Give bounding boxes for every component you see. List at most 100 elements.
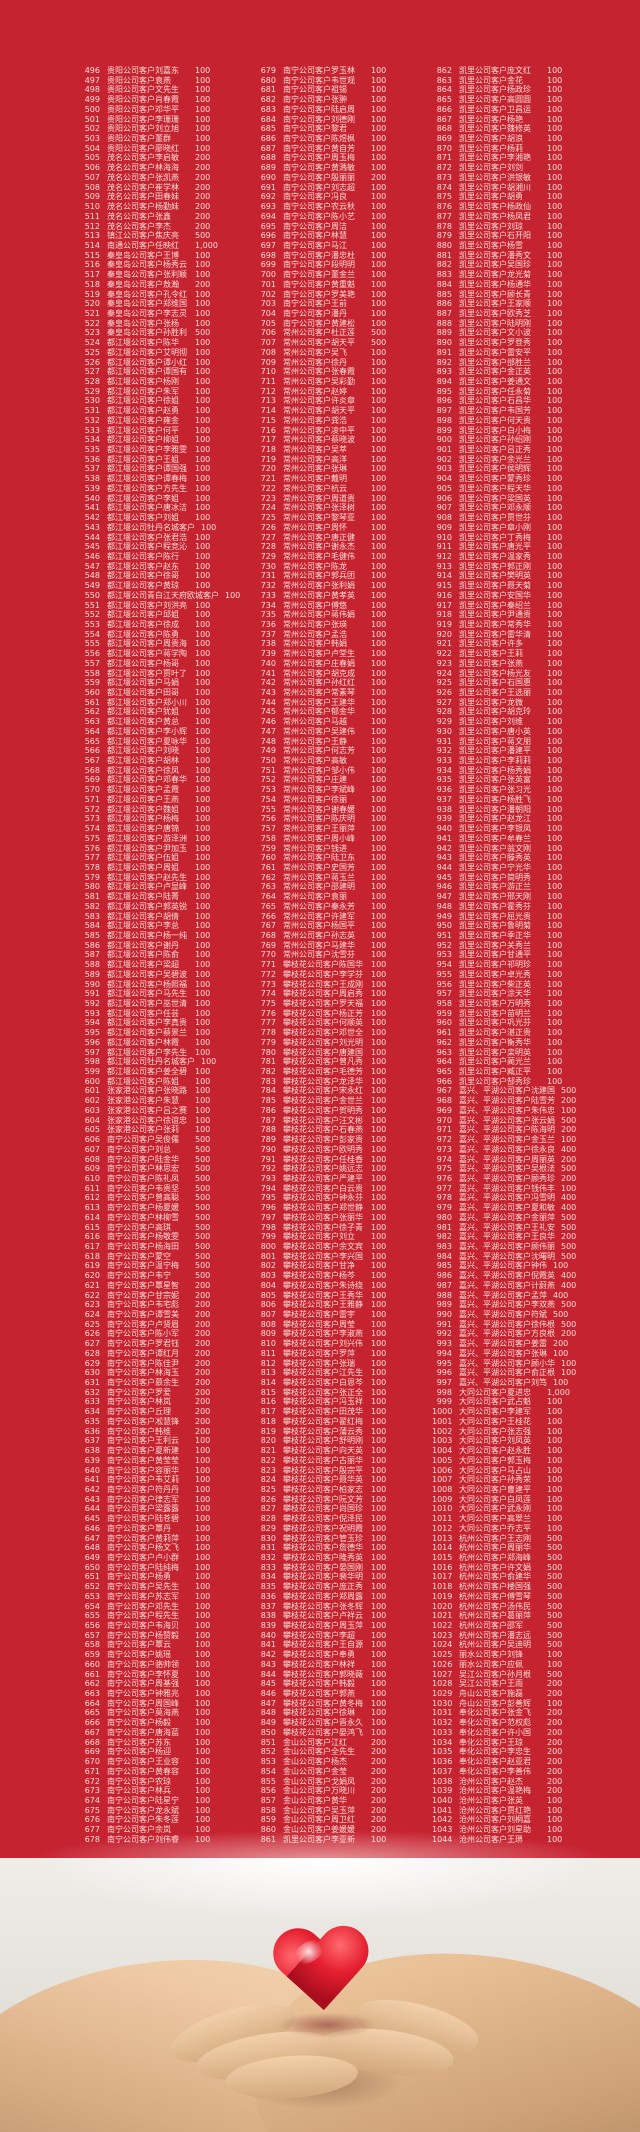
donor-number: 620 bbox=[84, 1271, 100, 1281]
donor-row: 661 南宁公司客户李怀夏 100 bbox=[80, 1670, 256, 1680]
donor-amount: 100 bbox=[547, 134, 563, 144]
donor-number: 990 bbox=[436, 1310, 452, 1319]
donor-number: 719 bbox=[260, 454, 276, 464]
donor-amount: 100 bbox=[371, 1203, 387, 1213]
donor-name: 南宁公司客户陈佳尹 bbox=[107, 1358, 179, 1368]
donor-amount: 100 bbox=[371, 697, 387, 707]
donor-number: 530 bbox=[84, 396, 100, 406]
donor-name: 常州公司客户王丽萍 bbox=[283, 824, 355, 834]
donor-amount: 100 bbox=[195, 892, 211, 902]
donor-number: 909 bbox=[436, 522, 452, 532]
donor-name: 大同公司客户李建军 bbox=[459, 1407, 531, 1417]
donor-amount: 200 bbox=[561, 1232, 577, 1242]
donor-amount: 100 bbox=[195, 833, 211, 843]
donor-number: 803 bbox=[260, 1271, 276, 1281]
donor-amount: 100 bbox=[195, 1669, 211, 1679]
donor-number: 914 bbox=[436, 571, 452, 581]
donor-row: 601 张家港公司客户张晓路 100 bbox=[80, 1086, 256, 1096]
donor-amount: 100 bbox=[371, 1397, 387, 1407]
donor-row: 902 凯里公司客户余光兰 100 bbox=[432, 455, 608, 465]
donor-name: 都江堰公司客户陈勇 bbox=[107, 629, 179, 639]
donor-number: 695 bbox=[260, 221, 276, 231]
donor-amount: 500 bbox=[195, 1232, 211, 1242]
donor-number: 713 bbox=[260, 396, 276, 406]
donor-amount: 200 bbox=[547, 1786, 563, 1796]
donor-name: 攀枝花公司客户韩毅 bbox=[283, 1679, 355, 1689]
donor-number: 599 bbox=[84, 1067, 100, 1077]
donor-name: 凯里公司客户王莉 bbox=[459, 649, 523, 659]
donor-amount: 100 bbox=[371, 746, 387, 756]
donor-amount: 100 bbox=[371, 134, 387, 144]
donor-name: 凯里公司客户杨胜飞 bbox=[459, 794, 531, 804]
donor-name: 金山公司客户金莹 bbox=[283, 1766, 347, 1776]
donor-name: 奉化公司客户王琼 bbox=[459, 1737, 523, 1747]
donor-row: 576 都江堰公司客户尹加玉 100 bbox=[80, 844, 256, 854]
donor-amount: 500 bbox=[195, 1173, 211, 1183]
donor-number: 881 bbox=[436, 250, 452, 260]
donor-number: 696 bbox=[260, 231, 276, 241]
donor-row: 645 南宁公司客户陆苍碧 100 bbox=[80, 1514, 256, 1524]
donor-number: 950 bbox=[436, 921, 452, 931]
donor-row: 817 攀枝花公司客户田茂华 100 bbox=[256, 1407, 432, 1417]
donor-number: 821 bbox=[260, 1446, 276, 1456]
donor-name: 凯里公司客户樊明英 bbox=[459, 571, 531, 581]
donor-amount: 100 bbox=[371, 1698, 387, 1708]
donor-amount: 100 bbox=[195, 1465, 211, 1475]
donor-number: 519 bbox=[84, 289, 100, 299]
donor-name: 都江堰公司客户杨哥 bbox=[107, 658, 179, 668]
donor-amount: 100 bbox=[547, 678, 563, 688]
donor-amount: 100 bbox=[371, 1135, 387, 1145]
donor-amount: 100 bbox=[195, 843, 211, 853]
donor-number: 1012 bbox=[432, 1523, 453, 1533]
donor-row: 654 南宁公司客户邓先生 100 bbox=[80, 1602, 256, 1612]
donor-name: 都江堰公司客户李总 bbox=[107, 921, 179, 931]
donor-amount: 100 bbox=[195, 999, 211, 1008]
donor-number: 759 bbox=[260, 843, 276, 853]
donor-name: 常州公司客户卢堂生 bbox=[283, 649, 355, 659]
donor-number: 756 bbox=[260, 814, 276, 824]
donor-name: 都江堰公司客户谭春梅 bbox=[107, 474, 187, 484]
donor-name: 都江堰公司客户李小辉 bbox=[107, 726, 187, 736]
donor-amount: 500 bbox=[195, 1135, 211, 1145]
donor-amount: 100 bbox=[547, 202, 563, 212]
donor-amount: 100 bbox=[195, 474, 211, 484]
donor-name: 攀枝花公司客户钟永芬 bbox=[283, 1193, 363, 1203]
donor-number: 1017 bbox=[432, 1572, 453, 1582]
donor-row: 998 大同公司客户夏进忠 1,000 bbox=[432, 1388, 608, 1398]
donor-number: 706 bbox=[260, 328, 276, 338]
donor-amount: 100 bbox=[195, 979, 211, 989]
donor-number: 770 bbox=[260, 950, 276, 960]
donor-amount: 200 bbox=[195, 1416, 211, 1426]
donor-amount: 100 bbox=[547, 940, 563, 950]
donor-number: 644 bbox=[84, 1504, 100, 1514]
donor-number: 639 bbox=[84, 1455, 100, 1465]
donor-name: 常州公司客户周道贵 bbox=[283, 493, 355, 503]
donor-amount: 100 bbox=[371, 1504, 387, 1514]
donor-name: 攀枝花公司客户杨正芳 bbox=[283, 1008, 363, 1018]
donor-name: 大同公司客户马占山 bbox=[459, 1465, 531, 1475]
donor-name: 贵阳公司客户肖春霞 bbox=[107, 95, 179, 105]
donor-row: 672 南宁公司客户农琼 100 bbox=[80, 1777, 256, 1787]
donor-row: 791 攀枝花公司客户任桂香 100 bbox=[256, 1155, 432, 1165]
donor-name: 南宁公司客户黄重魁 bbox=[283, 279, 355, 289]
donor-name: 攀枝花公司客户刘兴伟 bbox=[283, 1339, 363, 1349]
donor-amount: 100 bbox=[371, 930, 387, 940]
donor-number: 818 bbox=[260, 1416, 276, 1426]
donor-name: 沧州公司客户刘桐嘉 bbox=[459, 1815, 541, 1825]
donor-name: 常州公司客户吴萃 bbox=[283, 445, 347, 455]
donor-number: 556 bbox=[84, 649, 100, 659]
donor-amount: 100 bbox=[371, 1280, 387, 1290]
donor-amount: 100 bbox=[371, 901, 387, 911]
donor-row: 729 常州公司客户毛健伟 100 bbox=[256, 552, 432, 562]
donor-number: 657 bbox=[84, 1630, 100, 1640]
donor-row: 961 凯里公司客户湛正贵 100 bbox=[432, 1028, 608, 1038]
donor-amount: 100 bbox=[371, 765, 387, 775]
donor-number: 701 bbox=[260, 279, 276, 289]
donor-number: 834 bbox=[260, 1572, 276, 1582]
donor-row: 816 攀枝花公司客户冯玉祥 100 bbox=[256, 1397, 432, 1407]
donor-amount: 100 bbox=[371, 1426, 387, 1436]
donor-row: 905 凯里公司客户程天华 100 bbox=[432, 484, 608, 494]
donor-number: 808 bbox=[260, 1319, 276, 1329]
donor-row: 590 都江堰公司客户杨照福 100 bbox=[80, 980, 256, 990]
donor-row: 606 南宁公司客户吴俊儒 500 bbox=[80, 1135, 256, 1145]
